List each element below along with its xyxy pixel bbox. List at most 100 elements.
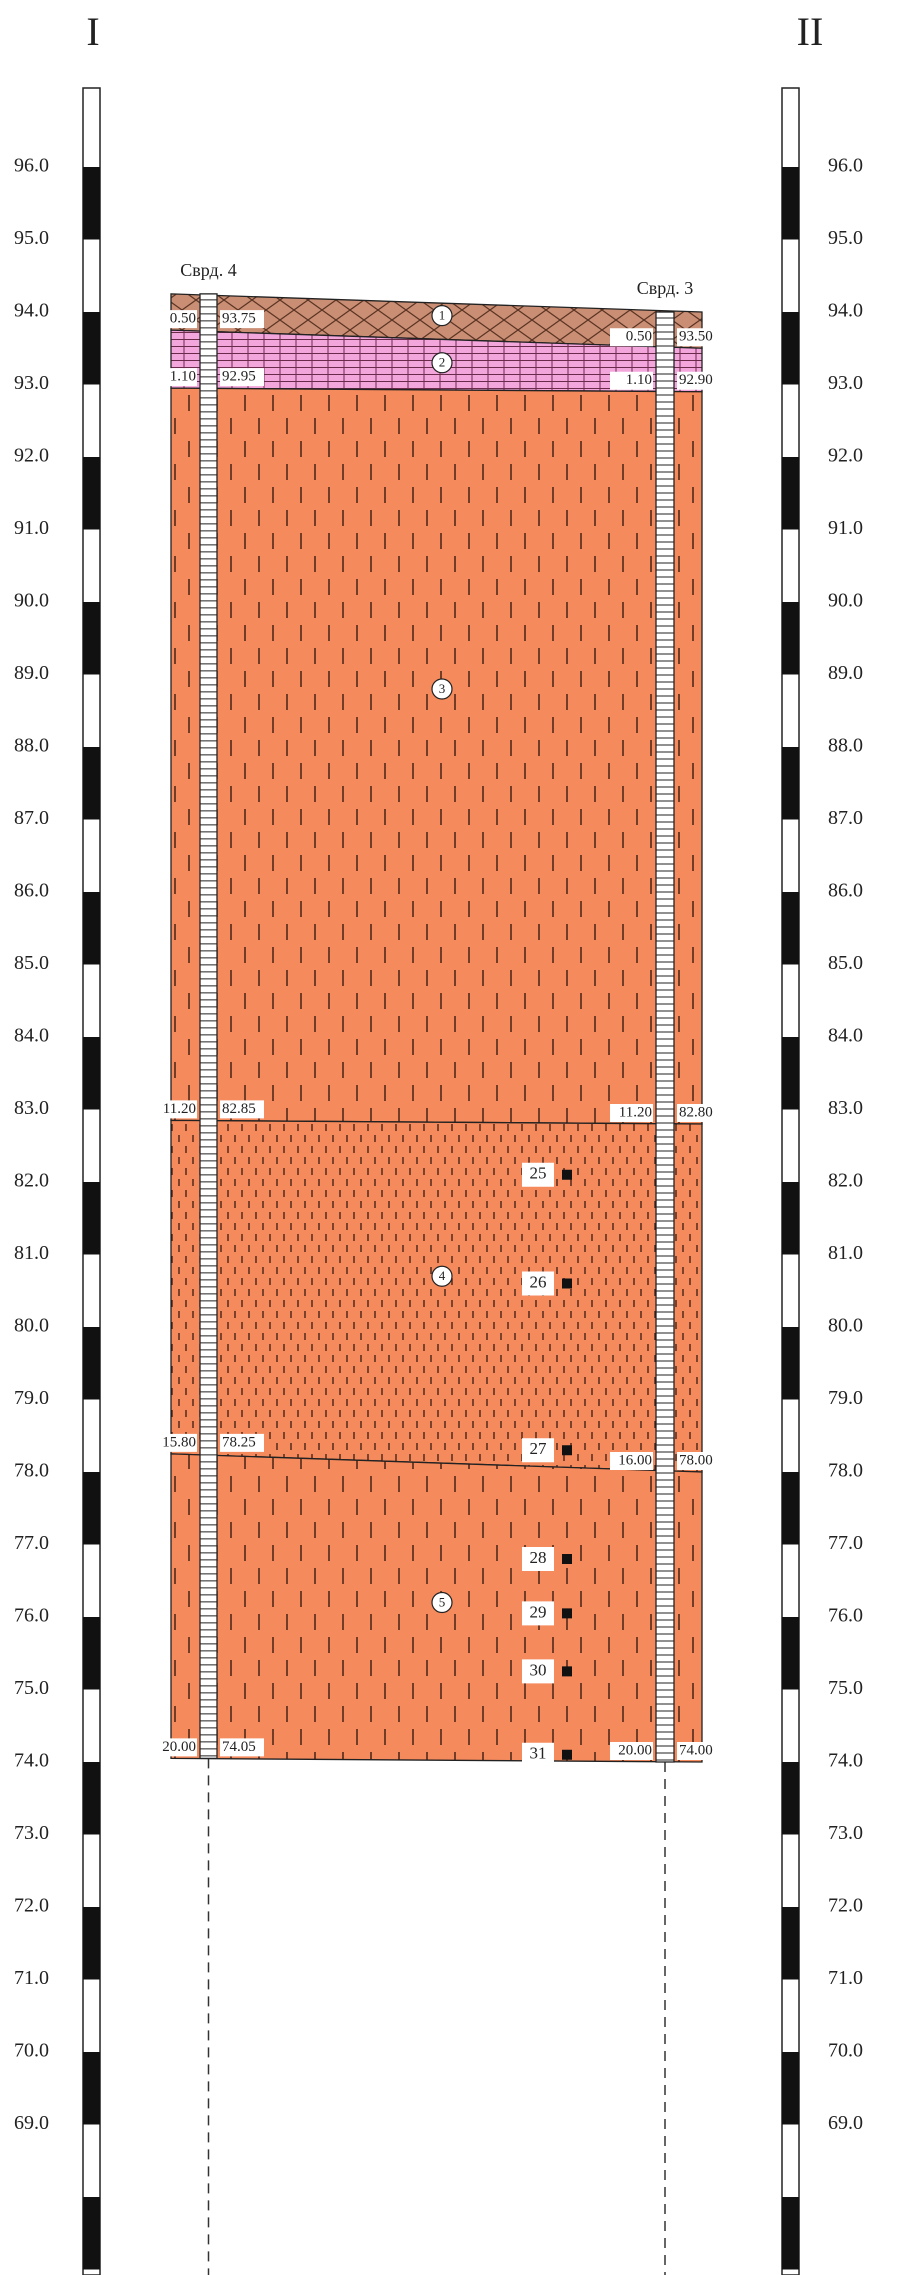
label-bg [677,1742,721,1760]
label-bg [154,1100,197,1119]
depth-label: 0.50 [626,329,652,345]
scale-label: 84.0 [828,1025,863,1047]
scale-label: 90.0 [14,590,49,612]
scale-label: 91.0 [14,517,49,539]
label-bg [154,1738,197,1757]
elevation-label: 82.85 [222,1101,256,1117]
sample-number: 25 [530,1164,547,1183]
borehole [655,311,675,1763]
scale-label: 75.0 [828,1677,863,1699]
scale-label: 72.0 [828,1895,863,1917]
layer-number: 5 [439,1594,446,1609]
ruler-segment [782,312,799,385]
layer-circle [431,1265,453,1287]
ruler-segment [83,1037,100,1110]
depth-label: 1.10 [170,369,196,385]
scale-label: 91.0 [828,517,863,539]
scale-label: 93.0 [14,372,49,394]
ruler-segment [83,1472,100,1545]
ruler-segment [782,1907,799,1980]
scale-label: 71.0 [828,1967,863,1989]
label-bg [154,1433,197,1452]
scale-label: 74.0 [14,1750,49,1772]
depth-label: 11.20 [163,1101,196,1117]
scale-label: 87.0 [828,807,863,829]
ruler-segment [83,1762,100,1835]
elevation-label: 93.75 [222,311,256,327]
scale-label: 86.0 [828,880,863,902]
ruler-segment [782,1037,799,1110]
scale-label: 73.0 [828,1822,863,1844]
label-bg [522,1162,554,1187]
layer-circle [431,305,453,327]
sample-marker [562,1608,572,1619]
section-mark: II [797,9,824,54]
ruler-segment [782,1762,799,1835]
scale-label: 71.0 [14,1967,49,1989]
sample-number: 30 [530,1660,547,1679]
sample-number: 28 [530,1548,547,1567]
scale-label: 88.0 [828,735,863,757]
sample-marker [562,1666,572,1677]
scale-label: 83.0 [14,1097,49,1119]
scale-label: 96.0 [828,155,863,177]
layer-circle [431,1591,453,1614]
label-bg [610,1452,653,1470]
scale-label: 69.0 [828,2112,863,2134]
scale-label: 77.0 [828,1532,863,1554]
label-bg [522,1742,554,1767]
scale-label: 93.0 [828,372,863,394]
scale-label: 81.0 [828,1242,863,1264]
scale-label: 82.0 [14,1170,49,1192]
scale-label: 92.0 [14,445,49,467]
ruler-segment [83,312,100,385]
scale-label: 85.0 [14,952,49,974]
borehole-name: Сврд. 3 [637,278,693,298]
ruler-segment [782,1472,799,1545]
scale-label: 89.0 [828,662,863,684]
scale-label: 89.0 [14,662,49,684]
ruler-segment [782,457,799,530]
ruler-segment [782,1327,799,1400]
scale-label: 83.0 [828,1097,863,1119]
scale-label: 86.0 [14,880,49,902]
scale-label: 79.0 [14,1387,49,1409]
ruler-segment [782,892,799,965]
layer-number: 1 [439,308,446,323]
elevation-label: 93.50 [679,329,713,345]
elevation-label: 74.05 [222,1739,256,1755]
layer-number: 4 [439,1268,446,1283]
scale-label: 92.0 [828,445,863,467]
elevation-label: 82.80 [679,1104,713,1120]
ruler-segment [782,1182,799,1255]
label-bg [610,1742,653,1760]
scale-label: 79.0 [828,1387,863,1409]
depth-label: 15.80 [162,1434,196,1450]
depth-label: 20.00 [162,1739,196,1755]
label-bg [677,328,721,347]
scale-label: 90.0 [828,590,863,612]
ruler-segment [83,2197,100,2270]
scale-label: 78.0 [14,1460,49,1482]
depth-label: 1.10 [626,372,652,388]
label-bg [220,1100,264,1119]
scale-label: 76.0 [14,1605,49,1627]
scale-label: 84.0 [14,1025,49,1047]
label-bg [220,1738,264,1757]
label-bg [220,1433,264,1452]
soil-layer [170,387,703,1125]
label-bg [677,371,721,390]
depth-label: 16.00 [618,1452,652,1468]
label-bg [677,1452,721,1470]
borehole-name: Сврд. 4 [180,260,236,280]
ruler-segment [83,1617,100,1690]
label-bg [522,1601,554,1626]
ruler-segment [83,747,100,820]
sample-marker [562,1554,572,1564]
label-bg [154,368,197,387]
elevation-label: 92.95 [222,369,256,385]
scale-label: 72.0 [14,1895,49,1917]
scale-label: 80.0 [14,1315,49,1337]
ruler-segment [782,167,799,240]
